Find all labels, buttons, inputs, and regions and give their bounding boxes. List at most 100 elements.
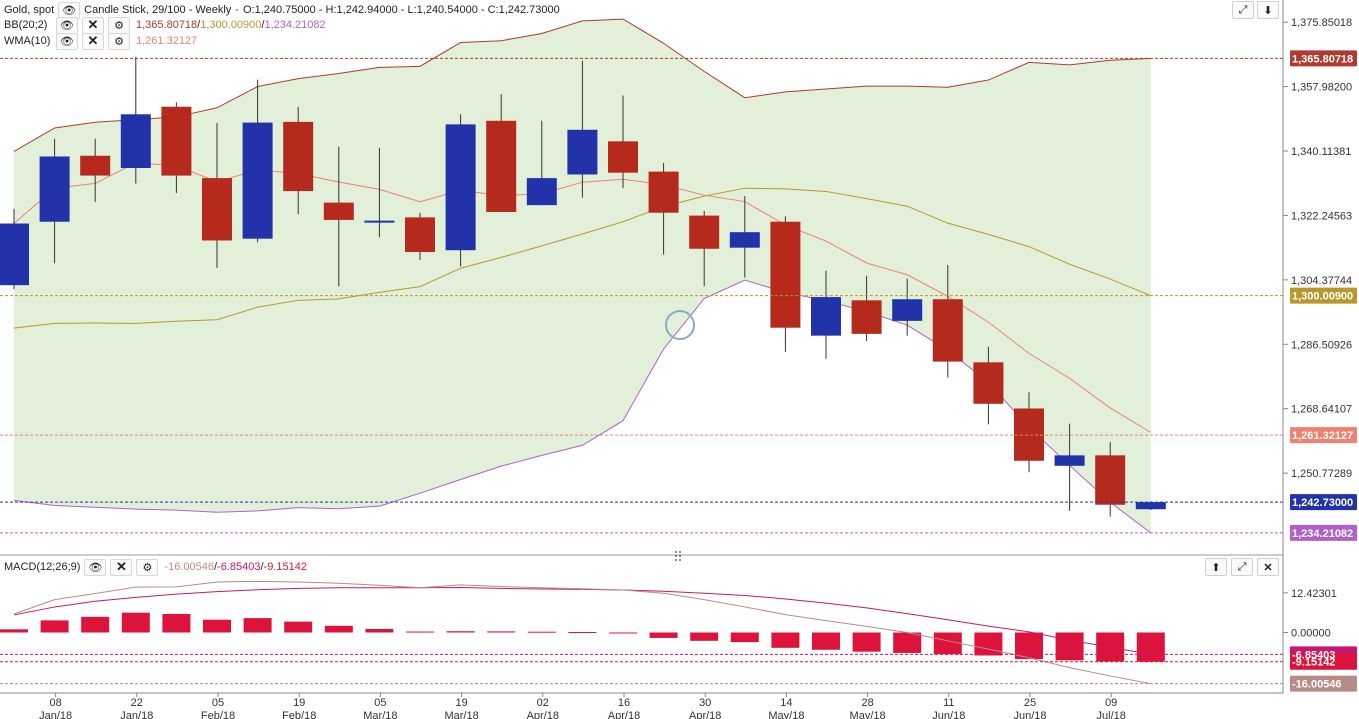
gear-icon[interactable]: ⚙ xyxy=(108,16,130,34)
eye-icon[interactable]: 👁 xyxy=(58,1,81,19)
macd-hist-ref-tag-label: -9.15142 xyxy=(1292,657,1335,669)
bb-upper-line xyxy=(13,18,1151,152)
candle[interactable] xyxy=(1135,501,1166,511)
x-tick-month: Mar/18 xyxy=(444,710,478,719)
x-tick-month: Jan/18 xyxy=(39,710,72,719)
candle[interactable] xyxy=(811,270,841,359)
macd-hist-ref-tag xyxy=(1290,653,1357,670)
close-icon[interactable]: ✕ xyxy=(1257,558,1279,576)
candle[interactable] xyxy=(729,196,760,278)
x-tick-day: 22 xyxy=(131,697,143,709)
candle[interactable] xyxy=(1095,442,1126,517)
candle[interactable] xyxy=(567,60,598,198)
eye-icon[interactable]: 👁 xyxy=(84,558,107,576)
x-tick-month: May/18 xyxy=(768,710,804,719)
eye-icon[interactable]: 👁 xyxy=(56,32,78,50)
candle[interactable] xyxy=(405,212,435,260)
candle[interactable] xyxy=(892,278,923,336)
candle-body xyxy=(283,121,314,192)
candle[interactable] xyxy=(283,107,314,215)
close-icon[interactable]: ✕ xyxy=(82,16,104,34)
eye-icon[interactable]: 👁 xyxy=(56,16,78,34)
macd-y-tick-label: 12.42301 xyxy=(1291,588,1337,600)
arrow-down-icon[interactable]: ⬇ xyxy=(1257,1,1279,19)
candle-body xyxy=(811,297,841,336)
bb-upper-ref-tag xyxy=(1290,50,1357,67)
bb-lower-ref-tag xyxy=(1290,524,1357,541)
close-icon[interactable]: ✕ xyxy=(110,558,133,576)
bb-lower-value: 1,234.21082 xyxy=(264,19,326,31)
gear-icon[interactable]: ⚙ xyxy=(136,558,159,576)
macd-histogram-bar xyxy=(771,632,800,648)
candle[interactable] xyxy=(323,146,354,287)
x-tick-month: Apr/18 xyxy=(608,710,640,719)
x-tick-day: 25 xyxy=(1024,697,1036,709)
candle[interactable] xyxy=(1014,392,1044,473)
candle[interactable] xyxy=(770,216,801,352)
candle-body xyxy=(486,120,517,212)
x-tick-day: 16 xyxy=(618,697,630,709)
x-tick-month: Jul/18 xyxy=(1097,710,1126,719)
x-tick-day: 05 xyxy=(374,697,386,709)
y-tick-label: 1,322.24563 xyxy=(1291,210,1352,222)
candles xyxy=(0,56,1166,517)
macd-histogram-bar xyxy=(81,616,110,633)
wma-legend: WMA(10) 👁 ✕ ⚙ 1,261.32127 xyxy=(4,32,197,50)
expand-icon[interactable]: ⤢ xyxy=(1232,1,1254,19)
macd-main-ref-tag-label: -16.00546 xyxy=(1292,679,1342,691)
x-tick-month: Jun/18 xyxy=(932,710,965,719)
candle-body xyxy=(242,122,273,239)
candle-body xyxy=(689,215,720,249)
arrow-up-icon[interactable]: ⬆ xyxy=(1205,558,1227,576)
close-icon[interactable]: ✕ xyxy=(82,32,104,50)
candle-body xyxy=(932,299,963,362)
candle[interactable] xyxy=(242,79,273,243)
candle[interactable] xyxy=(39,138,70,264)
candle[interactable] xyxy=(364,147,395,238)
x-tick-month: Jan/18 xyxy=(120,710,153,719)
gear-icon[interactable]: ⚙ xyxy=(108,32,130,50)
candle-body xyxy=(973,362,1004,404)
candle[interactable] xyxy=(80,138,111,202)
candle[interactable] xyxy=(689,210,720,287)
pane-resize-handle[interactable] xyxy=(675,551,681,561)
candle[interactable] xyxy=(486,94,517,212)
macd-histogram-bar xyxy=(243,618,272,633)
candle-body xyxy=(729,232,760,248)
candle[interactable] xyxy=(973,346,1004,425)
expand-icon[interactable]: ⤢ xyxy=(1231,558,1253,576)
candle-body xyxy=(1054,455,1085,466)
reference-lines xyxy=(0,50,1357,692)
candle[interactable] xyxy=(1054,423,1085,511)
candle[interactable] xyxy=(851,275,882,342)
candle-body xyxy=(567,129,598,175)
macd-histogram-bar xyxy=(933,632,962,655)
candle[interactable] xyxy=(0,208,29,290)
x-tick-day: 09 xyxy=(1105,697,1117,709)
macd-histogram-bar xyxy=(730,632,759,643)
x-tick-day: 02 xyxy=(537,697,549,709)
drag-cursor-indicator[interactable] xyxy=(665,310,695,340)
candle[interactable] xyxy=(120,56,151,184)
candle[interactable] xyxy=(526,120,557,206)
candle[interactable] xyxy=(608,95,638,189)
symbol-name: Gold, spot xyxy=(4,4,55,16)
macd-histogram-bar xyxy=(893,632,922,653)
candle-body xyxy=(120,114,151,169)
candle[interactable] xyxy=(161,102,192,193)
macd-histogram-bar xyxy=(40,620,69,633)
macd-histogram-bar xyxy=(1055,632,1084,661)
candle-body xyxy=(851,300,882,334)
grid-layer xyxy=(55,21,1288,697)
macd-histogram-bar xyxy=(203,619,231,633)
candle[interactable] xyxy=(445,114,476,267)
candle[interactable] xyxy=(202,122,232,268)
bb-mid-ref-tag xyxy=(1290,287,1357,304)
macd-main-ref-tag xyxy=(1290,675,1357,692)
candle[interactable] xyxy=(932,264,963,378)
candle[interactable] xyxy=(648,162,679,255)
macd-label: MACD(12;26;9) xyxy=(4,561,81,573)
macd-legend: MACD(12;26;9) 👁 ✕ ⚙ -16.00546/-6.85403/-… xyxy=(4,558,307,576)
x-tick-day: 19 xyxy=(455,697,467,709)
